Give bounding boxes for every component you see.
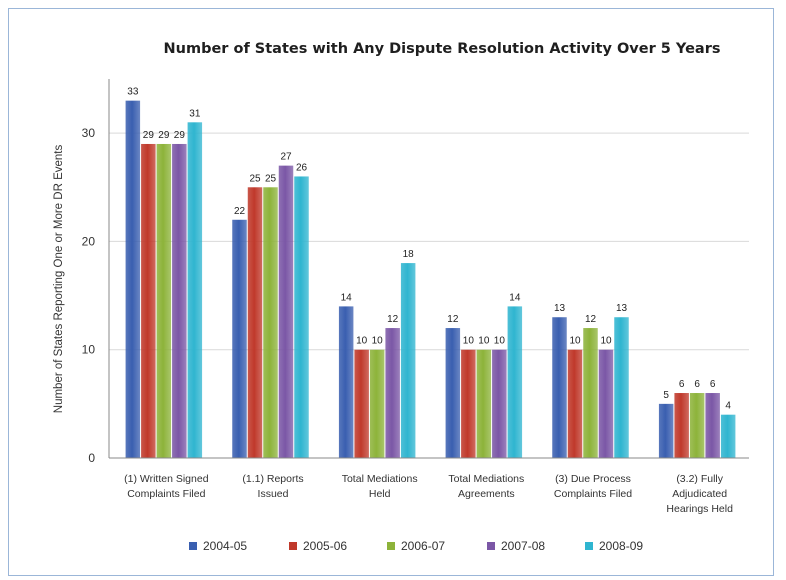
bar	[492, 349, 507, 458]
legend-label: 2007-08	[501, 539, 545, 553]
data-label: 14	[341, 292, 353, 303]
bar	[567, 349, 583, 458]
bar	[385, 328, 400, 458]
data-label: 10	[494, 336, 506, 347]
legend-swatch	[189, 542, 197, 550]
bar	[674, 393, 689, 458]
legend-swatch	[387, 542, 395, 550]
category-label: (3.2) Fully	[676, 473, 723, 485]
data-label: 5	[663, 390, 669, 401]
category-label: Adjudicated	[672, 488, 727, 500]
bar	[247, 187, 263, 459]
legend-swatch	[487, 542, 495, 550]
data-label: 13	[616, 303, 628, 314]
category-label: Total Mediations	[342, 473, 418, 485]
data-label: 10	[569, 336, 581, 347]
gridlines	[109, 132, 749, 351]
data-label: 13	[554, 303, 566, 314]
bar	[476, 349, 492, 458]
category-label: Agreements	[458, 488, 515, 500]
category-label: (1) Written Signed	[124, 473, 209, 485]
bar	[187, 122, 203, 459]
data-label: 10	[372, 336, 384, 347]
bar	[598, 349, 614, 458]
data-label: 6	[694, 379, 700, 390]
data-label: 12	[387, 314, 399, 325]
y-tick-label: 20	[82, 234, 96, 248]
data-label: 29	[158, 130, 170, 141]
bar	[263, 187, 278, 459]
bar	[720, 414, 736, 458]
data-label: 6	[710, 379, 716, 390]
axes: 0 10 20 30	[82, 79, 749, 465]
bar	[614, 317, 629, 458]
category-label: Issued	[258, 488, 289, 500]
data-label: 12	[447, 314, 459, 325]
bar	[141, 143, 156, 458]
data-label: 29	[174, 130, 186, 141]
bar	[125, 100, 141, 459]
bar	[445, 328, 461, 458]
category-label: Total Mediations	[448, 473, 524, 485]
category-label: Held	[369, 488, 391, 500]
bar	[232, 219, 247, 458]
data-label: 10	[478, 336, 490, 347]
category-label: (3) Due Process	[555, 473, 631, 485]
bar	[338, 306, 354, 458]
data-label: 12	[585, 314, 597, 325]
bar	[278, 165, 294, 458]
bar	[294, 176, 309, 458]
legend: 2004-05 2005-06 2006-07 2007-08 2008-09	[189, 539, 643, 553]
data-label: 18	[403, 249, 415, 260]
data-label: 4	[725, 401, 731, 412]
data-label: 10	[600, 336, 612, 347]
data-label: 25	[265, 173, 277, 184]
category-labels: (1) Written Signed Complaints Filed (1.1) …	[124, 473, 733, 515]
y-tick-label: 0	[88, 451, 95, 465]
legend-swatch	[585, 542, 593, 550]
chart-frame: Number of States with Any Dispute Resolu…	[8, 8, 774, 576]
bar	[583, 328, 598, 458]
bar	[156, 143, 172, 458]
data-label: 33	[127, 87, 139, 98]
category-label: Hearings Held	[666, 503, 733, 515]
bar	[400, 263, 416, 458]
data-label: 14	[509, 292, 521, 303]
bar-chart: Number of States with Any Dispute Resolu…	[53, 41, 749, 553]
data-label: 6	[679, 379, 685, 390]
y-axis-label: Number of States Reporting One or More D…	[53, 145, 65, 414]
y-tick-label: 10	[82, 343, 96, 357]
legend-swatch	[289, 542, 297, 550]
bars	[125, 100, 736, 459]
bar	[552, 317, 567, 458]
data-label: 10	[356, 336, 368, 347]
bar	[705, 393, 720, 458]
data-label: 27	[280, 152, 292, 163]
legend-label: 2004-05	[203, 539, 247, 553]
legend-label: 2006-07	[401, 539, 445, 553]
legend-label: 2005-06	[303, 539, 347, 553]
bar	[658, 403, 674, 458]
category-label: Complaints Filed	[554, 488, 632, 500]
data-label: 29	[143, 130, 155, 141]
bar	[461, 349, 476, 458]
category-label: Complaints Filed	[127, 488, 205, 500]
data-label: 25	[249, 173, 261, 184]
data-label: 10	[463, 336, 475, 347]
bar	[369, 349, 385, 458]
data-label: 26	[296, 162, 308, 173]
y-tick-label: 30	[82, 126, 96, 140]
bar	[507, 306, 523, 458]
bar	[354, 349, 369, 458]
data-label: 22	[234, 206, 246, 217]
legend-label: 2008-09	[599, 539, 643, 553]
bar	[172, 143, 187, 458]
category-label: (1.1) Reports	[242, 473, 303, 485]
chart-title: Number of States with Any Dispute Resolu…	[164, 41, 721, 57]
bar	[689, 393, 705, 458]
data-label: 31	[189, 108, 201, 119]
